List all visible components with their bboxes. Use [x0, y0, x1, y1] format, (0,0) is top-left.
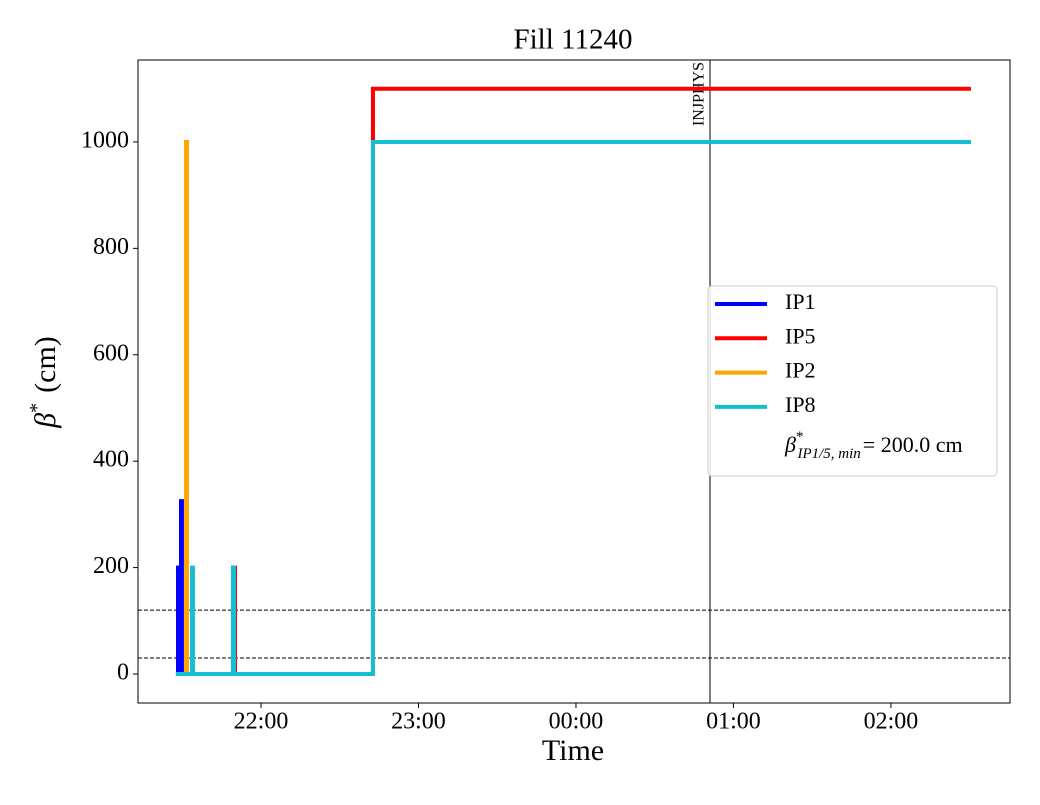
event-label: INJPHYS — [691, 62, 708, 126]
y-tick-label: 0 — [117, 660, 129, 686]
legend-box — [707, 285, 998, 477]
y-tick-label: 800 — [93, 234, 129, 260]
legend-note-symbol: β — [784, 432, 796, 457]
y-label-symbol: β — [29, 413, 62, 429]
x-axis-label: Time — [542, 734, 604, 767]
legend-note-sup: * — [796, 429, 804, 445]
x-tick-label: 02:00 — [864, 709, 919, 735]
legend-label: IP1 — [785, 289, 816, 314]
chart-title: Fill 11240 — [514, 24, 633, 56]
y-tick-label: 1000 — [81, 127, 129, 153]
y-label-sup: * — [26, 403, 48, 413]
legend-label: IP2 — [785, 358, 816, 383]
y-axis-label: β* (cm) — [26, 336, 62, 429]
legend-note-sub: IP1/5, min — [796, 446, 860, 462]
x-tick-label: 22:00 — [234, 709, 289, 735]
y-tick-label: 600 — [93, 340, 129, 366]
legend-note-text: = 200.0 cm — [863, 432, 963, 457]
x-tick-label: 00:00 — [549, 709, 604, 735]
plot-frame — [137, 59, 1011, 704]
y-label-unit: (cm) — [29, 336, 62, 393]
series-line — [175, 139, 971, 677]
legend-note: β* IP1/5, min= 200.0 cm — [784, 429, 963, 462]
y-tick-label: 400 — [93, 447, 129, 473]
x-tick-label: 01:00 — [706, 709, 761, 735]
y-tick-label: 200 — [93, 553, 129, 579]
x-tick-label: 23:00 — [391, 709, 446, 735]
legend-label: IP5 — [785, 323, 816, 348]
legend-label: IP8 — [785, 392, 816, 417]
